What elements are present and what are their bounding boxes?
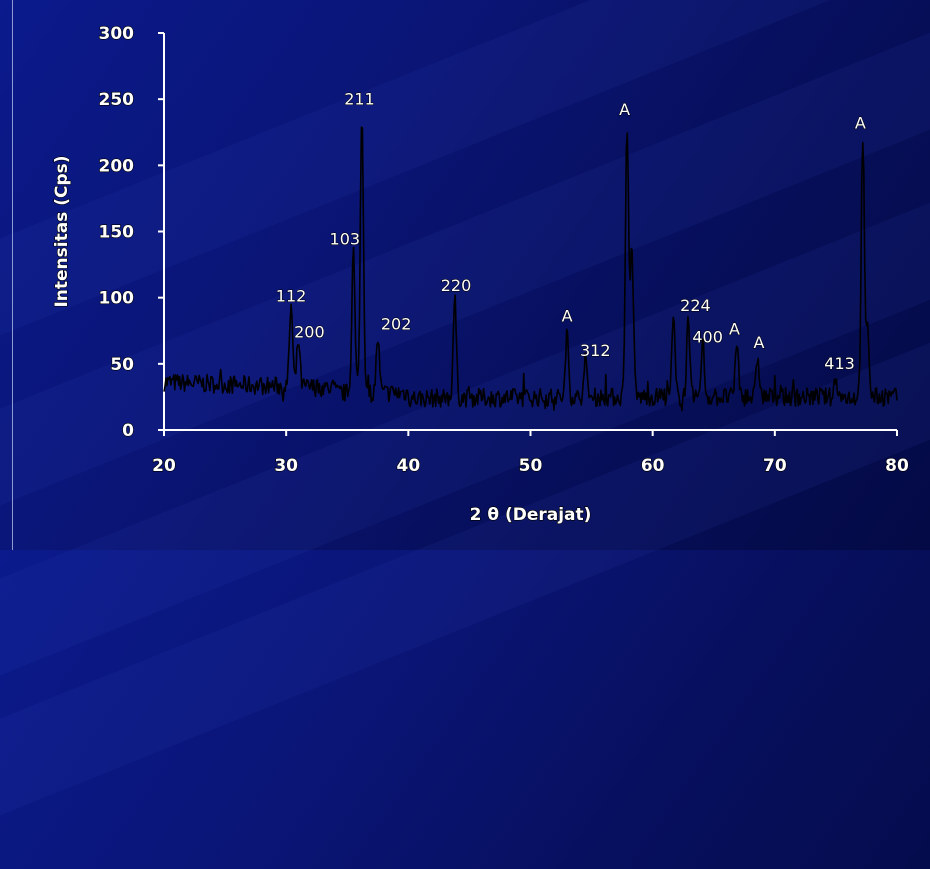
- y-tick-label: 0: [122, 421, 134, 441]
- peak-label: A: [562, 306, 573, 325]
- peak-label: 400: [692, 328, 723, 347]
- peak-label: A: [855, 113, 866, 132]
- peak-label: 103: [330, 230, 361, 249]
- chart-axes: [163, 33, 897, 431]
- x-axis-title: 2 θ (Derajat): [470, 505, 592, 525]
- xrd-chart: 20 30 40 50 60 70 80 0 50 100 150 200 250 300 112 200…: [51, 23, 910, 525]
- y-axis-title: Intensitas (Cps): [52, 155, 72, 307]
- peak-label: 413: [824, 354, 855, 373]
- x-tick-label: 20: [152, 456, 176, 476]
- peak-label: 312: [580, 341, 611, 360]
- peak-label: 220: [441, 276, 472, 295]
- y-tick-label: 250: [99, 90, 135, 110]
- peak-label: A: [619, 100, 630, 119]
- x-axis-ticks: 20 30 40 50 60 70 80: [152, 430, 910, 477]
- peak-label: 200: [294, 322, 325, 341]
- y-tick-label: 200: [99, 156, 135, 176]
- x-tick-label: 30: [274, 456, 298, 476]
- y-tick-label: 150: [99, 223, 135, 243]
- peak-label: 211: [344, 89, 375, 108]
- y-tick-label: 100: [99, 289, 135, 309]
- peak-label: 224: [680, 296, 711, 315]
- x-tick-label: 60: [641, 456, 665, 476]
- x-tick-label: 50: [519, 456, 543, 476]
- peak-label: 202: [381, 314, 412, 333]
- peak-label: 112: [276, 287, 307, 306]
- y-tick-label: 50: [110, 355, 134, 375]
- peak-label: A: [753, 333, 764, 352]
- y-tick-label: 300: [99, 24, 135, 44]
- x-tick-label: 70: [763, 456, 787, 476]
- x-tick-label: 80: [885, 456, 909, 476]
- x-tick-label: 40: [396, 456, 420, 476]
- y-axis-ticks: 0 50 100 150 200 250 300: [98, 23, 164, 442]
- diffraction-line: [163, 126, 898, 412]
- slide-edge-line: [12, 0, 13, 550]
- peak-label: A: [729, 320, 740, 339]
